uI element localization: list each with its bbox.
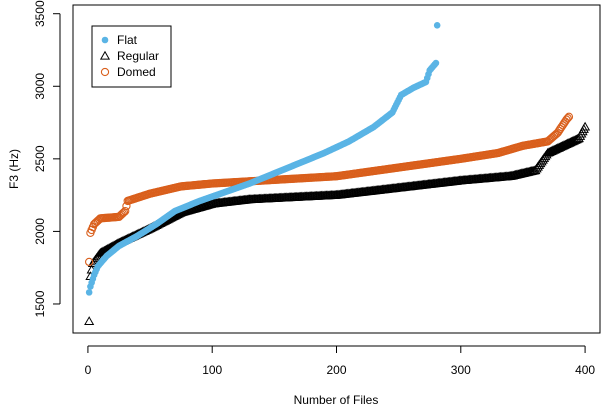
plot-frame [72, 4, 601, 334]
legend-entry: Domed [117, 65, 156, 79]
data-point [564, 112, 574, 121]
y-axis-label: F3 (Hz) [7, 149, 21, 189]
x-tick-label: 400 [575, 363, 595, 377]
data-point [580, 121, 591, 131]
legend-entry: Regular [117, 49, 159, 63]
y-axis: 1500 2000 2500 3000 3500 [33, 0, 61, 317]
data-point [121, 206, 130, 216]
data-point [572, 133, 583, 143]
series-domed [85, 112, 574, 267]
x-tick-label: 100 [202, 363, 222, 377]
series-layer [84, 22, 591, 326]
data-point [85, 257, 94, 267]
y-tick-label: 2000 [33, 218, 47, 245]
x-axis-label: Number of Files [294, 393, 379, 407]
legend-box [91, 25, 172, 88]
legend-marker [99, 50, 111, 60]
data-point [432, 59, 440, 67]
data-point [84, 316, 95, 326]
y-tick-label: 3500 [33, 0, 47, 27]
x-tick-label: 200 [326, 363, 346, 377]
y-tick-label: 3000 [33, 73, 47, 100]
series-regular [84, 121, 591, 326]
legend-marker [100, 67, 110, 77]
data-point [563, 114, 572, 123]
data-point [118, 209, 127, 218]
legend-entry: Flat [117, 33, 138, 47]
y-tick-label: 2500 [33, 145, 47, 172]
x-axis: 0 100 200 300 400 [85, 345, 595, 377]
legend: Flat Regular Domed [91, 25, 172, 88]
legend-marker [101, 36, 109, 44]
x-tick-label: 300 [451, 363, 471, 377]
y-tick-label: 1500 [33, 290, 47, 317]
series-flat [85, 22, 441, 296]
data-point [122, 201, 131, 211]
x-tick-label: 0 [85, 363, 92, 377]
data-point [433, 22, 441, 29]
plot-border [72, 4, 601, 334]
data-point [562, 115, 571, 124]
data-point [85, 289, 93, 296]
